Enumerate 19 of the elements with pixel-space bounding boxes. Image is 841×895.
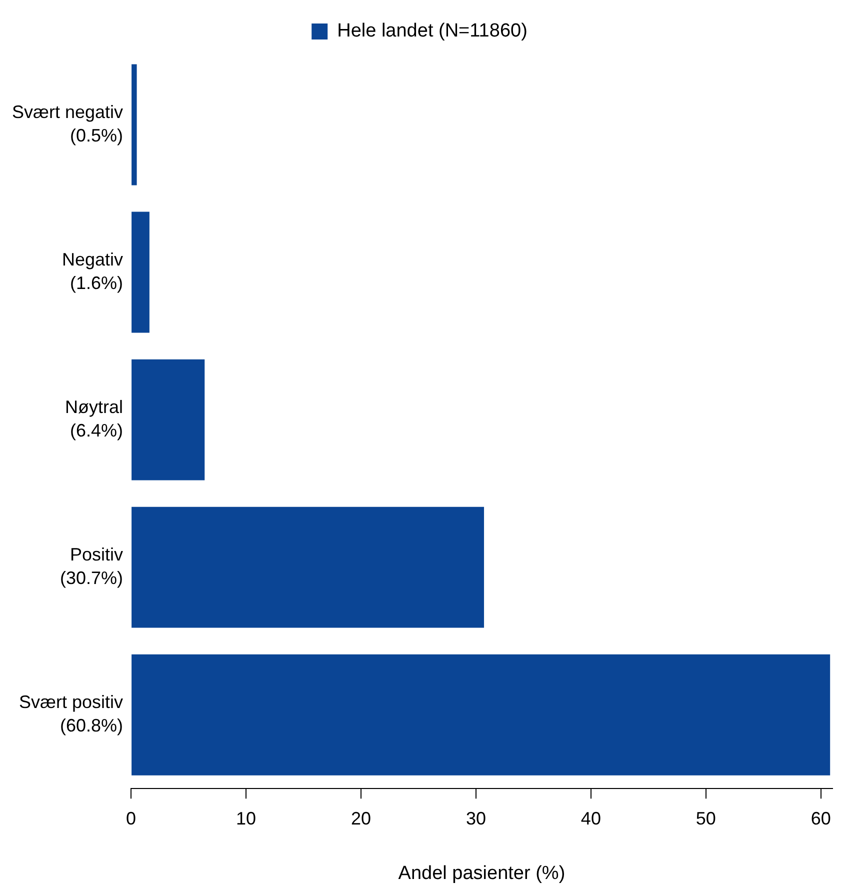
x-tick-label: 50 [696,808,716,828]
legend-label: Hele landet (N=11860) [337,20,528,42]
bar [132,506,484,628]
x-tick-label: 30 [466,808,486,828]
bar [132,64,137,186]
bar [132,654,830,776]
y-tick-label: Nøytral (6.4%) [65,397,124,440]
y-tick-label: Svært negativ (0.5%) [12,102,124,146]
x-tick-label: 40 [580,808,601,828]
x-tick-label: 10 [236,808,256,828]
y-tick-label: Svært positiv (60.8%) [19,692,124,736]
x-axis-title: Andel pasienter (%) [398,862,566,884]
x-tick-label: 20 [350,808,372,828]
x-tick-label: 60 [810,808,831,828]
y-tick-label: Positiv (30.7%) [60,544,124,588]
x-tick-label: 0 [126,808,136,828]
bar [132,212,150,333]
bar [132,359,205,480]
y-tick-label: Negativ (1.6%) [62,250,124,293]
